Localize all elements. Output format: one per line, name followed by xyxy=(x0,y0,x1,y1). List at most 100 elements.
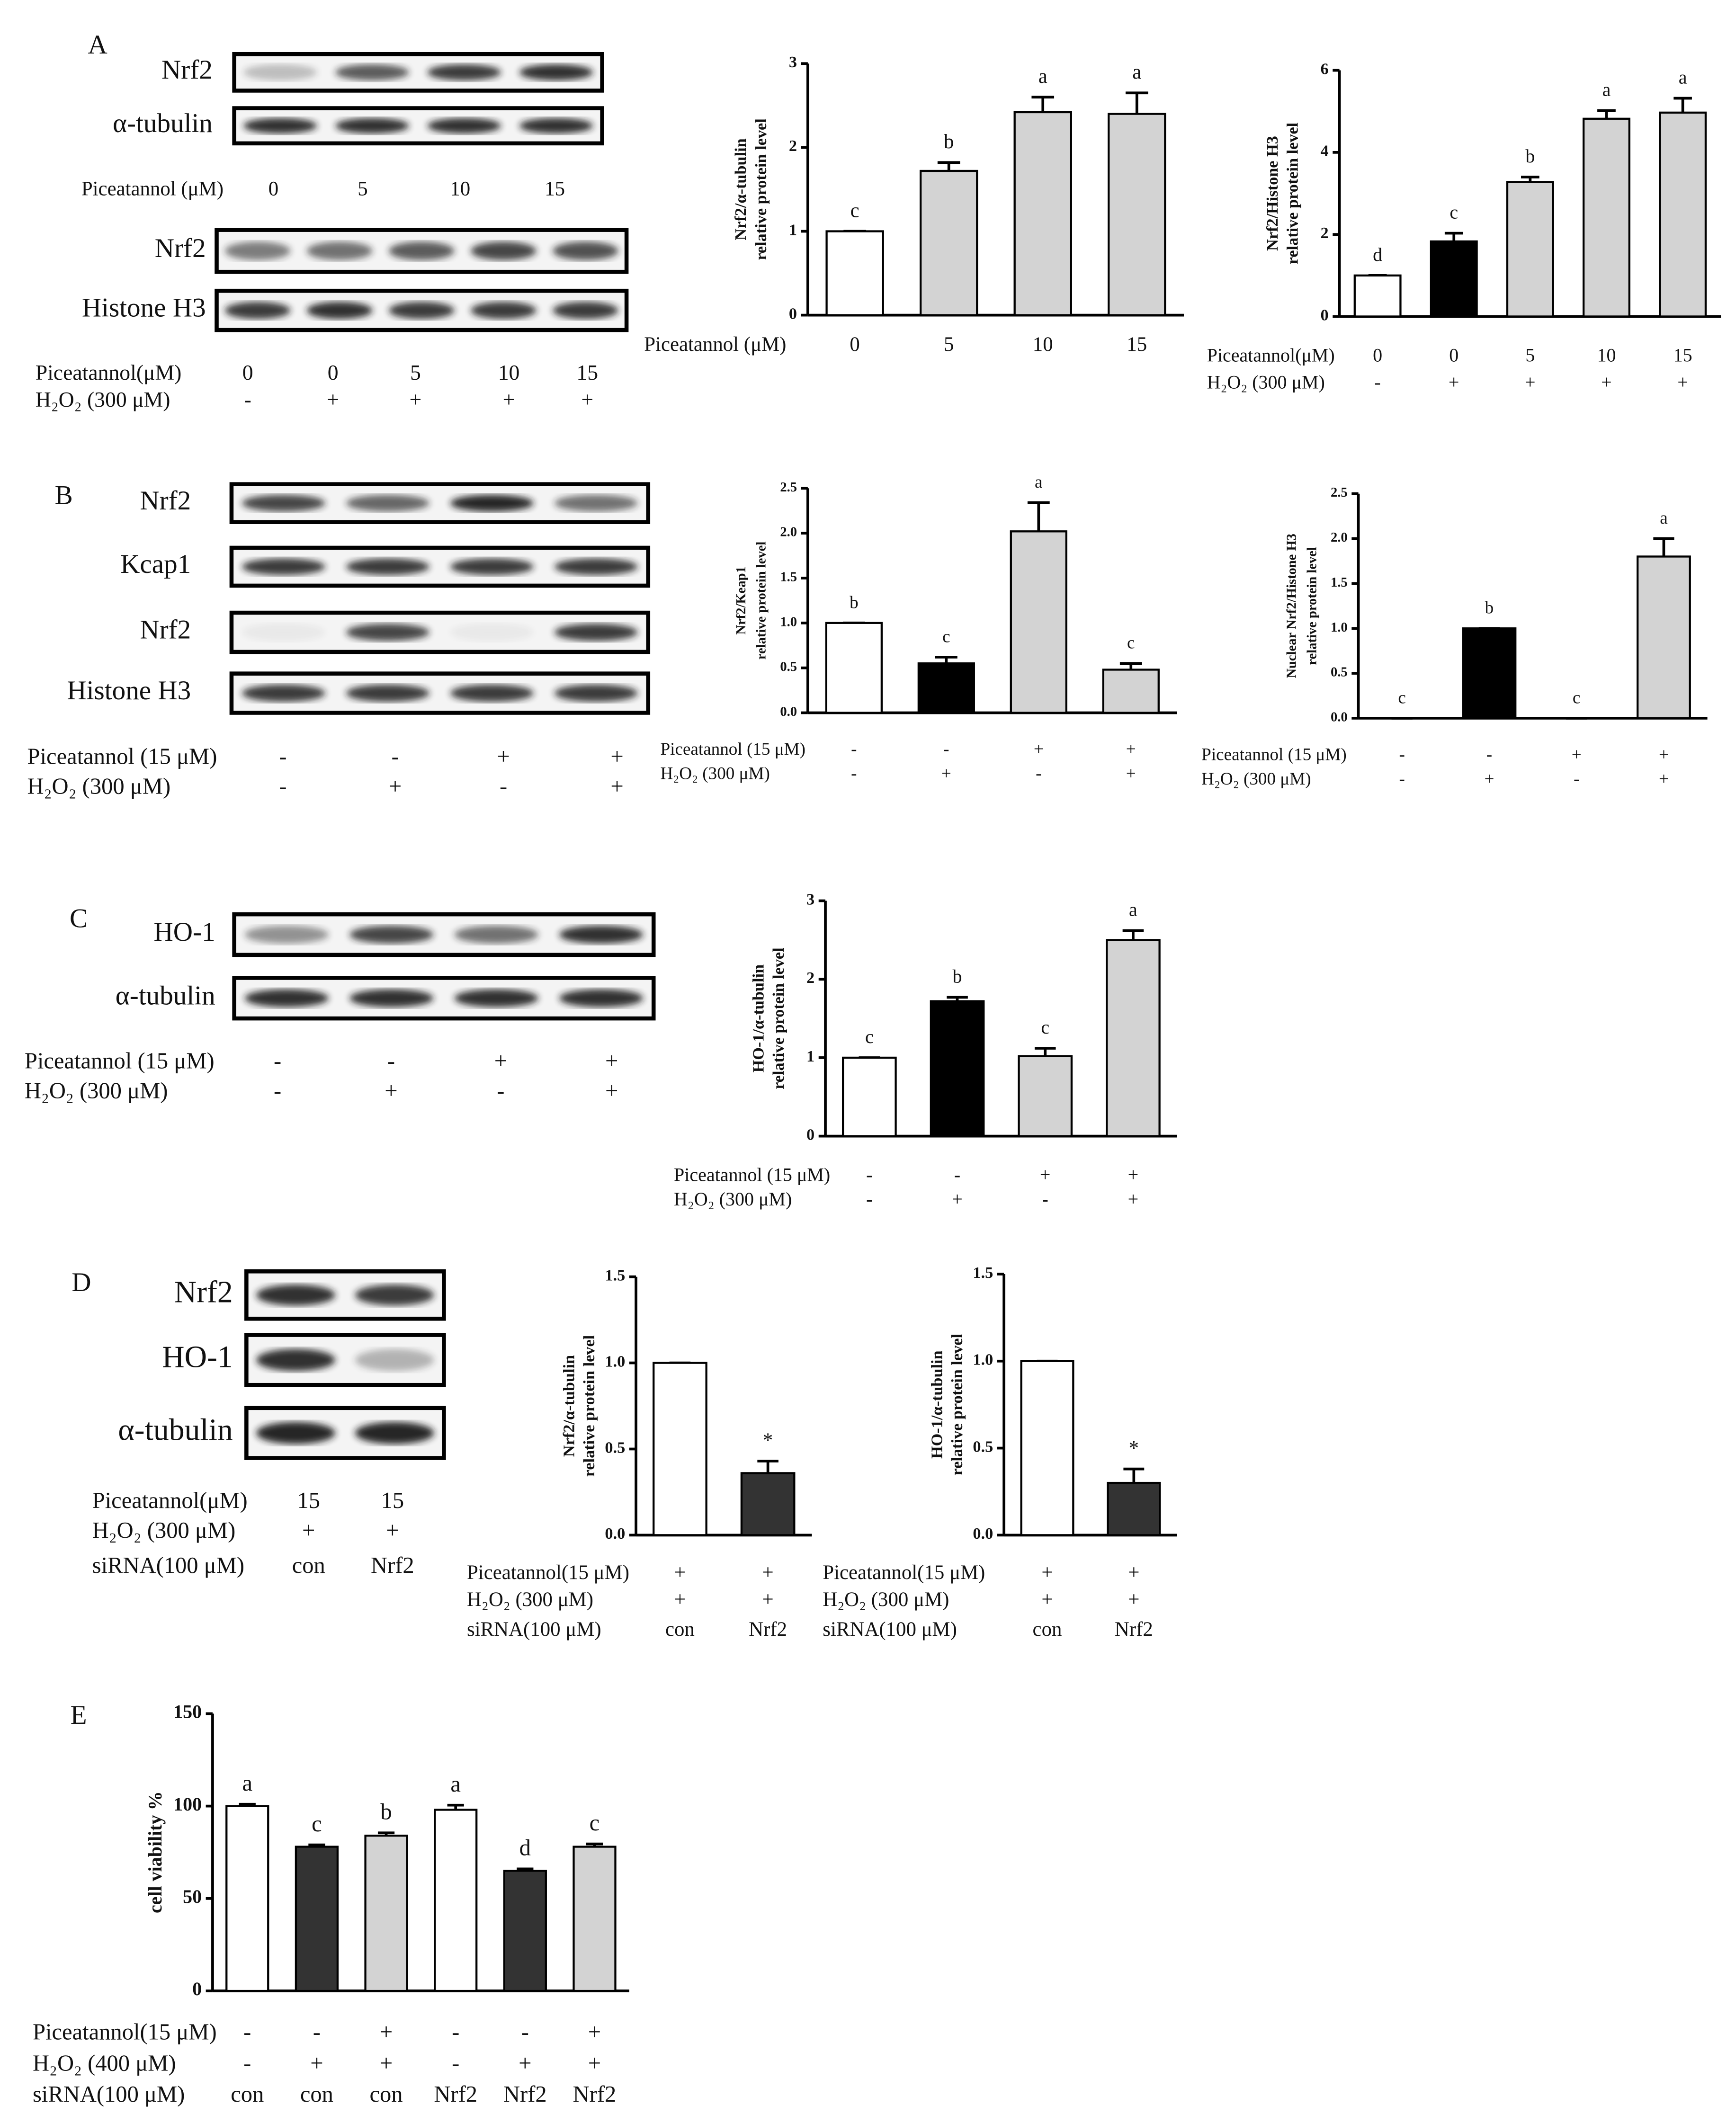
y-tick-label: 0.0 xyxy=(973,1525,993,1543)
treatment-value: + xyxy=(503,387,515,411)
y-axis-label: HO-1/α-tubulin xyxy=(928,1350,946,1459)
condition-value: + xyxy=(762,1561,774,1584)
blot-band xyxy=(554,624,638,641)
bar xyxy=(364,1834,408,1992)
condition-value: - xyxy=(943,740,949,759)
blot-band xyxy=(243,64,317,80)
condition-value: + xyxy=(1128,1188,1139,1210)
treatment-value: + xyxy=(494,1048,507,1073)
treatment-value: - xyxy=(274,1078,281,1103)
y-tick-label: 0 xyxy=(789,304,797,322)
condition-value: + xyxy=(588,2050,601,2076)
condition-value: + xyxy=(1677,371,1688,392)
significance-letter: a xyxy=(1602,79,1611,100)
blot-band xyxy=(519,118,593,134)
treatment-value: 15 xyxy=(381,1488,404,1513)
blot-band xyxy=(559,989,644,1008)
blot-band xyxy=(242,624,325,641)
y-tick-label: 2.0 xyxy=(780,525,797,540)
blot-band xyxy=(450,495,534,512)
bar xyxy=(1430,240,1478,318)
treatment-value: - xyxy=(497,1078,504,1103)
condition-label: Piceatannol (15 μM) xyxy=(660,740,805,759)
condition-value: 10 xyxy=(1033,333,1053,356)
condition-value: - xyxy=(1399,769,1405,789)
y-axis-label: cell viability % xyxy=(144,1791,166,1913)
bar xyxy=(917,662,975,714)
condition-value: + xyxy=(1041,1561,1053,1584)
condition-value: 15 xyxy=(1673,344,1692,366)
panel-letter: E xyxy=(71,1700,87,1730)
significance-letter: d xyxy=(519,1835,531,1861)
blot-band xyxy=(256,1422,336,1444)
condition-label: Piceatannol(15 μM) xyxy=(467,1561,629,1584)
condition-value: Nrf2 xyxy=(503,2081,547,2107)
treatment-value: - xyxy=(244,387,251,411)
blot-row-label: Nrf2 xyxy=(174,1275,233,1309)
treatment-value: con xyxy=(292,1552,325,1578)
blot-band xyxy=(554,684,638,702)
y-tick-label: 1 xyxy=(806,1047,814,1065)
condition-label: H₂O₂ (400 μM) xyxy=(33,2050,176,2076)
significance-letter: c xyxy=(1450,202,1458,223)
significance-letter: b xyxy=(1485,598,1494,618)
condition-value: + xyxy=(952,1188,963,1210)
condition-value: + xyxy=(380,2050,393,2076)
condition-value: - xyxy=(851,740,857,759)
treatment-value: - xyxy=(279,774,286,799)
condition-value: + xyxy=(310,2050,323,2076)
significance-letter: a xyxy=(1132,61,1141,83)
y-tick-label: 0.0 xyxy=(605,1525,625,1543)
y-tick-label: 2 xyxy=(806,969,814,987)
y-tick-label: 0.0 xyxy=(780,705,797,719)
panel-letter: D xyxy=(72,1267,91,1297)
condition-value: + xyxy=(588,2019,601,2045)
condition-label: H₂O₂ (300 μM) xyxy=(1207,371,1325,392)
treatment-value: + xyxy=(605,1048,618,1073)
condition-value: - xyxy=(1574,769,1579,789)
significance-letter: b xyxy=(380,1799,392,1824)
y-tick-label: 0 xyxy=(192,1978,202,1999)
blot-row-label: α-tubulin xyxy=(116,981,215,1010)
y-axis-label: Nrf2/α-tubulin xyxy=(732,138,750,240)
condition-value: + xyxy=(674,1588,686,1611)
condition-label: Piceatannol(15 μM) xyxy=(823,1561,985,1584)
y-tick-label: 1.0 xyxy=(605,1352,625,1370)
blot-band xyxy=(519,64,593,80)
condition-value: Nrf2 xyxy=(749,1618,787,1641)
y-axis-label: Nrf2/Keap1 xyxy=(734,566,749,634)
treatment-value: 0 xyxy=(268,178,278,200)
significance-letter: c xyxy=(850,199,859,222)
condition-value: + xyxy=(1128,1588,1139,1611)
condition-value: - xyxy=(452,2050,459,2076)
y-tick-label: 3 xyxy=(806,890,814,908)
condition-value: 0 xyxy=(850,333,859,356)
blot-band xyxy=(355,1284,434,1306)
significance-letter: a xyxy=(242,1770,252,1796)
condition-label: H₂O₂ (300 μM) xyxy=(660,764,770,783)
blot-band xyxy=(554,495,638,512)
y-tick-label: 4 xyxy=(1321,142,1329,160)
treatment-value: 5 xyxy=(358,178,367,200)
blot-row-label: Kcap1 xyxy=(120,549,191,579)
treatment-value: - xyxy=(279,744,286,769)
condition-label: Piceatannol(μM) xyxy=(1207,344,1335,366)
y-tick-label: 150 xyxy=(173,1701,202,1722)
significance-letter: a xyxy=(1660,508,1667,528)
bar xyxy=(434,1809,478,1992)
significance-letter: b xyxy=(1525,145,1535,167)
condition-value: + xyxy=(1128,1164,1139,1185)
treatment-label: H₂O₂ (300 μM) xyxy=(25,1078,168,1103)
significance-letter: a xyxy=(1129,899,1137,920)
blot-band xyxy=(454,989,538,1008)
y-tick-label: 0.5 xyxy=(973,1437,993,1455)
condition-label: H₂O₂ (300 μM) xyxy=(1201,769,1311,789)
bar xyxy=(930,1000,985,1137)
bar xyxy=(1462,627,1517,720)
bar xyxy=(1020,1360,1074,1536)
blot-band xyxy=(306,241,373,260)
blot-band xyxy=(454,926,538,944)
condition-value: + xyxy=(1128,1561,1139,1584)
condition-value: con xyxy=(369,2081,403,2107)
bar xyxy=(919,169,978,316)
